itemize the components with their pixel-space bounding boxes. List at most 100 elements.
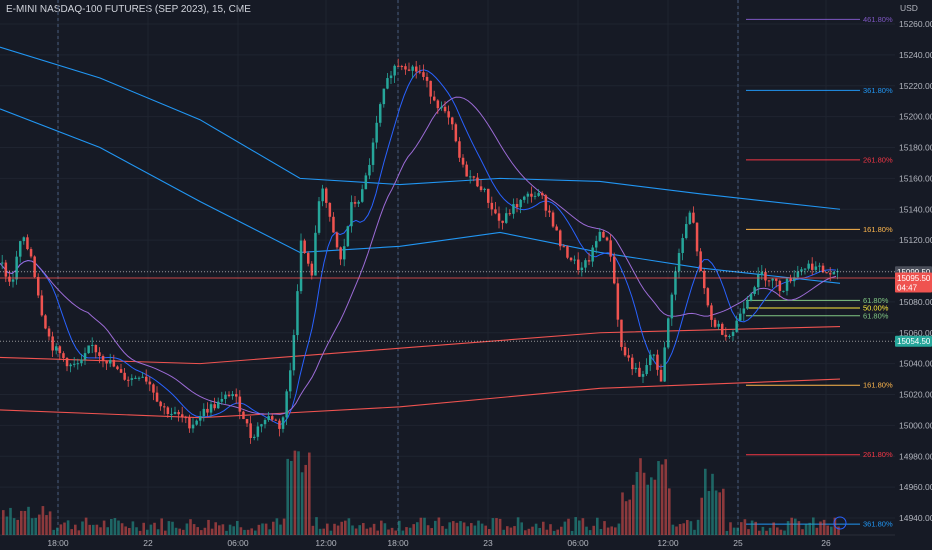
volume-bar (578, 520, 581, 535)
candle-body (101, 356, 105, 362)
moving-average-line (0, 326, 841, 365)
volume-bar (588, 530, 592, 535)
candle-body (778, 280, 782, 291)
volume-bar (628, 499, 631, 535)
candle-body (674, 271, 677, 295)
volume-bar (750, 520, 754, 535)
y-tick-label: 14960.00 (899, 482, 932, 492)
candle-body (796, 271, 800, 278)
candle-body (26, 237, 29, 250)
fib-level-label: 461.80% (863, 15, 893, 24)
candle-body (508, 213, 512, 215)
candle-body (353, 202, 357, 204)
candle-body (206, 408, 209, 413)
y-tick-label: 14980.00 (899, 451, 932, 461)
volume-bar (142, 522, 145, 535)
volume-bar (660, 464, 664, 535)
candle-body (15, 256, 18, 280)
candle-body (663, 347, 666, 382)
volume-bar (642, 472, 646, 535)
volume-bar (376, 530, 379, 535)
volume-bar (236, 520, 239, 535)
volume-bar (66, 520, 70, 535)
candle-body (512, 204, 515, 214)
volume-bar (747, 529, 750, 535)
candle-body (389, 75, 393, 79)
volume-bar (405, 527, 408, 535)
candle-body (184, 417, 188, 419)
volume-bar (214, 522, 217, 535)
candle-body (587, 260, 591, 262)
candle-body (623, 346, 627, 356)
candle-body (739, 313, 742, 321)
candle-body (782, 290, 785, 292)
candle-body (181, 414, 184, 418)
candle-body (584, 260, 587, 268)
y-tick-label: 15240.00 (899, 50, 932, 60)
volume-bar (318, 528, 322, 535)
x-tick-label: 26 (821, 538, 831, 548)
price-label-text: 15095.50 (897, 274, 931, 283)
candle-body (454, 124, 458, 142)
candle-body (832, 272, 836, 275)
volume-bar (491, 518, 495, 535)
volume-bar (167, 521, 171, 535)
chart-title: E-MINI NASDAQ-100 FUTURES (SEP 2023), 15… (6, 4, 251, 15)
candle-body (271, 416, 274, 420)
candle-body (595, 241, 598, 248)
candle-body (721, 323, 724, 335)
candle-body (631, 357, 634, 370)
candle-body (713, 319, 717, 327)
candle-body (627, 355, 630, 358)
volume-bar (178, 528, 181, 535)
volume-bar (264, 523, 268, 535)
volume-bar (63, 522, 66, 535)
volume-bar (675, 526, 678, 535)
candle-body (368, 164, 371, 176)
candle-body (134, 377, 137, 379)
volume-bar (556, 529, 559, 535)
candle-body (771, 278, 774, 281)
candle-body (620, 319, 623, 347)
candle-body (328, 202, 332, 217)
candle-body (33, 256, 36, 278)
candle-body (332, 216, 335, 233)
candle-body (202, 408, 206, 417)
candle-body (109, 359, 112, 364)
candle-body (1, 262, 4, 264)
candle-body (58, 346, 62, 354)
volume-bar (311, 525, 315, 535)
candle-body (371, 142, 375, 165)
candle-body (152, 384, 155, 393)
candle-body (677, 252, 681, 272)
candle-body (505, 213, 508, 223)
y-tick-label: 15060.00 (899, 328, 932, 338)
candle-body (303, 240, 306, 254)
candle-body (11, 279, 15, 282)
y-tick-label: 15000.00 (899, 420, 932, 430)
volume-bar (470, 523, 473, 535)
candle-body (685, 224, 688, 239)
candle-body (656, 354, 659, 370)
volume-bar (711, 473, 714, 535)
volume-bar (369, 527, 372, 535)
volume-bar (545, 529, 549, 535)
candle-body (159, 401, 162, 407)
volume-bar (599, 528, 603, 535)
candle-body (400, 66, 404, 68)
volume-bar (772, 522, 775, 535)
volume-bar (419, 517, 423, 535)
candle-body (415, 66, 418, 72)
volume-bar (462, 522, 466, 535)
volume-bar (412, 524, 415, 535)
y-tick-label: 15160.00 (899, 173, 932, 183)
candle-body (649, 354, 652, 366)
candle-body (548, 210, 551, 213)
volume-bar (128, 527, 131, 535)
x-tick-label: 18:00 (387, 538, 409, 548)
volume-bar (70, 529, 73, 535)
candle-body (821, 265, 825, 273)
volume-bar (606, 527, 610, 535)
volume-bar (729, 522, 732, 535)
